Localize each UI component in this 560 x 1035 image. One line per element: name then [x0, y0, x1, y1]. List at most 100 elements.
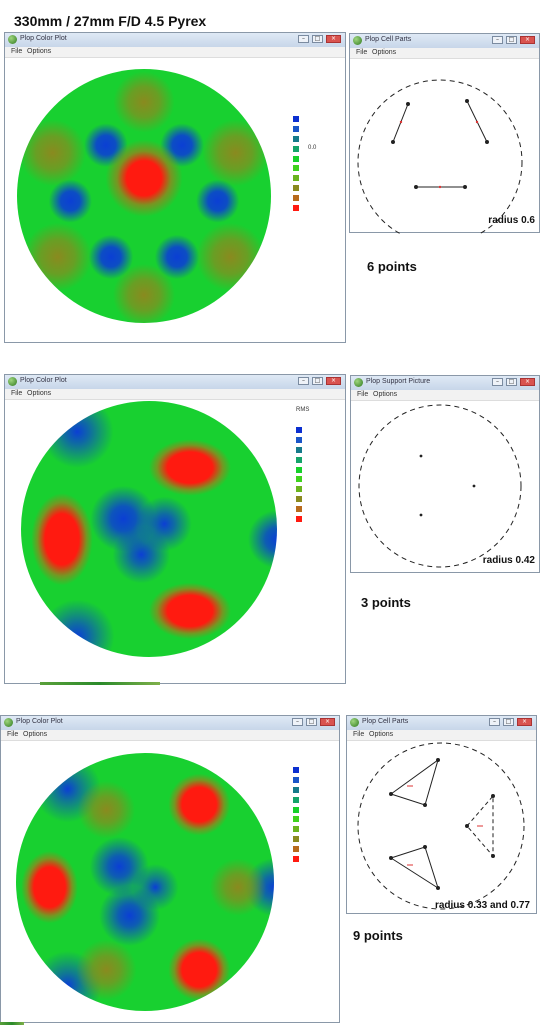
- legend-swatch: [293, 136, 299, 143]
- menu-file[interactable]: File: [11, 48, 23, 55]
- legend-swatch: [293, 826, 299, 833]
- legend-row: [293, 115, 316, 125]
- app-icon: [350, 718, 359, 727]
- close-button[interactable]: ×: [520, 36, 535, 44]
- legend-row: [293, 834, 308, 844]
- legend-row: [296, 445, 311, 455]
- title-bar[interactable]: Plop Color Plot – □ ×: [5, 375, 345, 390]
- legend-swatch: [293, 185, 299, 192]
- legend-swatch: [296, 515, 302, 522]
- minimize-button[interactable]: –: [292, 718, 303, 726]
- support-window-1: Plop Cell Parts – □ × File Options radiu…: [349, 33, 540, 234]
- legend-row: [293, 203, 316, 213]
- color-plot-window-3: Plop Color Plot – □ × File Options: [0, 715, 340, 1023]
- maximize-button[interactable]: □: [506, 36, 517, 44]
- legend-swatch: [293, 796, 299, 803]
- maximize-button[interactable]: □: [306, 718, 317, 726]
- menu-file[interactable]: File: [11, 390, 23, 397]
- close-button[interactable]: ×: [320, 718, 335, 726]
- legend-row: [296, 475, 311, 485]
- legend-row: [293, 854, 308, 864]
- legend-swatch: [296, 456, 302, 463]
- window-title: Plop Color Plot: [20, 377, 67, 384]
- legend-swatch: [296, 427, 302, 434]
- legend-swatch: [293, 155, 299, 162]
- legend-row: [293, 183, 316, 193]
- legend-swatch: [293, 145, 299, 152]
- legend-swatch: [293, 126, 299, 133]
- legend-row: [293, 844, 308, 854]
- menu-file[interactable]: File: [356, 49, 368, 56]
- legend-row: [296, 435, 311, 445]
- close-button[interactable]: ×: [326, 377, 341, 385]
- legend-row: [293, 815, 308, 825]
- legend-swatch: [293, 175, 299, 182]
- legend-row: [296, 416, 311, 426]
- support-window-2: Plop Support Picture – □ × File Options …: [350, 375, 540, 573]
- menu-options[interactable]: Options: [373, 391, 398, 398]
- legend-row: [293, 134, 316, 144]
- window-title: Plop Color Plot: [16, 718, 63, 725]
- legend-swatch: [293, 116, 299, 123]
- color-legend: [293, 746, 308, 864]
- radius-label: radius 0.42: [482, 555, 535, 566]
- color-plot-window-1: Plop Color Plot – □ × File Options 0.0: [4, 32, 346, 343]
- app-icon: [354, 378, 363, 387]
- support-points-label: 6 points: [367, 259, 417, 274]
- app-icon: [4, 718, 13, 727]
- title-bar[interactable]: Plop Color Plot – □ ×: [1, 716, 339, 731]
- app-icon: [8, 35, 17, 44]
- window-edge-strip: [40, 682, 160, 685]
- close-button[interactable]: ×: [517, 718, 532, 726]
- menu-options[interactable]: Options: [369, 731, 394, 738]
- minimize-button[interactable]: –: [489, 718, 500, 726]
- legend-swatch: [296, 476, 302, 483]
- legend-row: [293, 173, 316, 183]
- support-points-label: 9 points: [353, 928, 403, 943]
- app-icon: [8, 377, 17, 386]
- legend-swatch: [293, 816, 299, 823]
- menu-bar: File Options: [1, 730, 339, 741]
- legend-swatch: [293, 836, 299, 843]
- legend-row: [293, 154, 316, 164]
- menu-options[interactable]: Options: [372, 49, 397, 56]
- radius-label: radius 0.6: [488, 215, 535, 226]
- minimize-button[interactable]: –: [298, 377, 309, 385]
- legend-row: [293, 824, 308, 834]
- window-title: Plop Support Picture: [366, 378, 431, 385]
- menu-options[interactable]: Options: [27, 390, 52, 397]
- minimize-button[interactable]: –: [492, 378, 503, 386]
- minimize-button[interactable]: –: [298, 35, 309, 43]
- maximize-button[interactable]: □: [312, 377, 323, 385]
- legend-row: [293, 95, 316, 105]
- legend-row: [296, 426, 311, 436]
- legend-swatch: [296, 496, 302, 503]
- legend-row: [293, 124, 316, 134]
- maximize-button[interactable]: □: [506, 378, 517, 386]
- legend-row: [293, 193, 316, 203]
- menu-file[interactable]: File: [357, 391, 369, 398]
- deformation-color-map: [16, 753, 274, 1011]
- deformation-color-map: [17, 69, 271, 323]
- close-button[interactable]: ×: [326, 35, 341, 43]
- maximize-button[interactable]: □: [503, 718, 514, 726]
- legend-swatch: [293, 767, 299, 774]
- menu-file[interactable]: File: [353, 731, 365, 738]
- legend-swatch: [293, 204, 299, 211]
- menu-options[interactable]: Options: [23, 731, 48, 738]
- legend-row: [296, 504, 311, 514]
- color-plot-window-2: Plop Color Plot – □ × File Options RMS: [4, 374, 346, 684]
- menu-options[interactable]: Options: [27, 48, 52, 55]
- close-button[interactable]: ×: [520, 378, 535, 386]
- legend-row: 0.0: [293, 144, 316, 154]
- title-bar[interactable]: Plop Color Plot – □ ×: [5, 33, 345, 48]
- legend-swatch: [296, 447, 302, 454]
- minimize-button[interactable]: –: [492, 36, 503, 44]
- menu-file[interactable]: File: [7, 731, 19, 738]
- legend-swatch: [293, 787, 299, 794]
- legend-swatch: [293, 777, 299, 784]
- legend-swatch: [293, 165, 299, 172]
- menu-bar: File Options: [351, 390, 539, 401]
- maximize-button[interactable]: □: [312, 35, 323, 43]
- color-legend: RMS: [296, 406, 311, 524]
